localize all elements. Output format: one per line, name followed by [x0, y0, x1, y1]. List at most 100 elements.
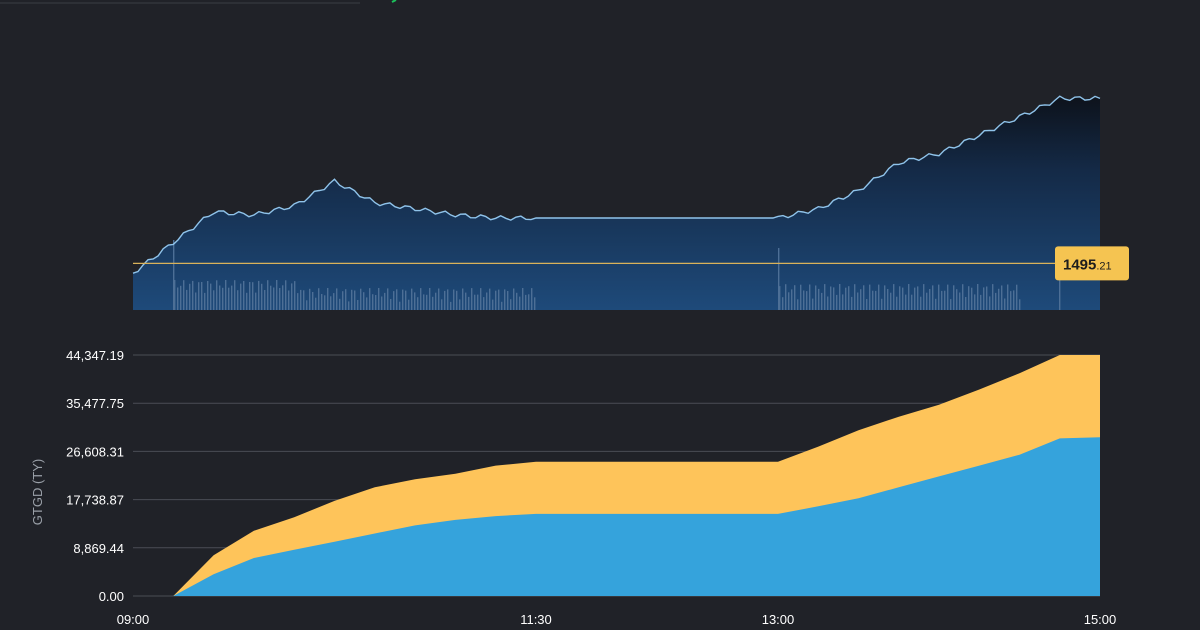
volume-bar: [471, 288, 473, 310]
volume-bar: [995, 292, 997, 310]
volume-bar: [794, 285, 796, 310]
volume-bar: [926, 292, 928, 310]
volume-bar: [534, 297, 536, 310]
volume-bar: [483, 297, 485, 310]
volume-bar: [222, 287, 224, 310]
badge-integer: 1495: [1063, 256, 1096, 273]
volume-bar: [504, 289, 506, 310]
volume-bar: [477, 294, 479, 310]
volume-bar: [953, 285, 955, 310]
volume-bar: [465, 292, 467, 310]
volume-bar: [234, 280, 236, 310]
volume-bar: [938, 284, 940, 310]
volume-bar: [345, 289, 347, 310]
volume-bar: [303, 290, 305, 310]
price-panel: 1495.21: [132, 95, 1129, 310]
volume-bar: [237, 290, 239, 310]
volume-bar: [474, 294, 476, 310]
volume-bar: [899, 286, 901, 310]
volume-bar: [1016, 284, 1018, 310]
volume-bar: [330, 296, 332, 310]
volume-bar: [944, 290, 946, 310]
volume-bar: [321, 294, 323, 310]
volume-bar: [270, 285, 272, 310]
volume-bar: [932, 285, 934, 310]
volume-bar: [884, 285, 886, 310]
volume-bar: [998, 288, 1000, 310]
volume-bar: [375, 295, 377, 310]
volume-bar: [405, 290, 407, 310]
volume-bar: [881, 298, 883, 310]
volume-bar: [917, 286, 919, 310]
volume-bar: [911, 294, 913, 310]
volume-bar: [890, 292, 892, 310]
volume-bar: [294, 281, 296, 310]
volume-bar: [438, 288, 440, 310]
volume-bar: [279, 288, 281, 310]
volume-bar: [384, 292, 386, 310]
volume-bar: [381, 296, 383, 310]
volume-bars: [173, 240, 1061, 310]
volume-bar: [812, 298, 814, 310]
volume-bar: [369, 288, 371, 310]
y-axis-labels: 44,347.19 35,477.75 26,608.31 17,738.87 8,86…: [66, 348, 124, 604]
volume-bar: [788, 292, 790, 310]
volume-bar: [300, 289, 302, 310]
volume-bar: [348, 301, 350, 310]
volume-bar: [372, 294, 374, 310]
volume-bar: [959, 292, 961, 310]
volume-bar: [935, 298, 937, 310]
volume-bar: [800, 284, 802, 310]
volume-bar: [525, 294, 527, 310]
volume-bar: [507, 291, 509, 310]
volume-bar: [462, 288, 464, 310]
volume-bar: [198, 282, 200, 310]
volume-bar: [1059, 266, 1061, 310]
volume-bar: [905, 294, 907, 310]
volume-bar: [333, 293, 335, 310]
badge-decimals: .21: [1096, 260, 1111, 272]
reference-price-badge: 1495.21: [1055, 246, 1129, 281]
volume-bar: [231, 285, 233, 310]
volume-bar: [854, 284, 856, 310]
volume-bar: [354, 290, 356, 310]
volume-bar: [390, 299, 392, 310]
x-tick-label: 09:00: [117, 612, 150, 627]
volume-bar: [324, 295, 326, 310]
volume-bar: [839, 284, 841, 310]
volume-bar: [971, 287, 973, 310]
volume-bar: [408, 299, 410, 310]
volume-bar: [282, 285, 284, 310]
volume-bar: [276, 280, 278, 310]
x-tick-label: 13:00: [762, 612, 795, 627]
volume-bar: [192, 280, 194, 310]
volume-bar: [450, 301, 452, 310]
volume-bar: [189, 283, 191, 310]
volume-bar: [869, 284, 871, 310]
volume-bar: [480, 288, 482, 310]
volume-bar: [845, 287, 847, 310]
volume-bar: [842, 294, 844, 310]
volume-bar: [1010, 291, 1012, 310]
volume-bar: [174, 280, 176, 310]
volume-bar: [426, 294, 428, 310]
volume-bar: [974, 294, 976, 310]
volume-bar: [809, 284, 811, 310]
volume-bar: [821, 292, 823, 310]
volume-bar: [980, 294, 982, 310]
volume-bar: [402, 289, 404, 310]
volume-bar: [896, 296, 898, 310]
volume-bar: [225, 280, 227, 310]
volume-bar: [803, 290, 805, 310]
volume-bar: [806, 291, 808, 310]
volume-bar: [989, 296, 991, 310]
volume-bar: [1019, 299, 1021, 310]
volume-bar: [173, 240, 175, 310]
volume-bar: [258, 280, 260, 310]
volume-bar: [992, 284, 994, 310]
volume-bar: [797, 299, 799, 310]
volume-bar: [860, 289, 862, 310]
badge-text: 1495.21: [1063, 256, 1112, 273]
volume-bar: [186, 289, 188, 310]
volume-bar: [785, 284, 787, 310]
